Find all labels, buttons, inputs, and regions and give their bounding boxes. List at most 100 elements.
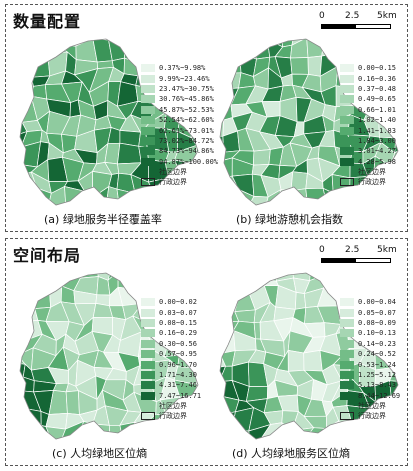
map-region[interactable] <box>360 27 378 43</box>
map-region[interactable] <box>8 55 24 72</box>
map-region[interactable] <box>318 27 342 46</box>
map-region[interactable] <box>394 135 408 154</box>
map-region[interactable] <box>117 261 139 280</box>
map-region[interactable] <box>287 349 305 372</box>
map-region[interactable] <box>253 321 261 340</box>
map-region[interactable] <box>368 189 385 207</box>
map-region[interactable] <box>208 331 222 355</box>
map-region[interactable] <box>208 273 228 291</box>
map-region[interactable] <box>208 135 225 153</box>
map-region[interactable] <box>208 27 227 47</box>
map-region[interactable] <box>45 261 65 281</box>
map-region[interactable] <box>218 273 240 297</box>
map-region[interactable] <box>208 413 223 431</box>
map-region[interactable] <box>17 80 34 107</box>
map-region[interactable] <box>188 428 208 441</box>
map-region[interactable] <box>208 321 223 342</box>
map-region[interactable] <box>396 101 408 117</box>
map-region[interactable] <box>22 287 36 310</box>
map-region[interactable] <box>218 261 237 283</box>
map-region[interactable] <box>79 261 99 279</box>
map-region[interactable] <box>221 189 240 208</box>
map-region[interactable] <box>303 349 323 372</box>
map-region[interactable] <box>390 276 408 290</box>
map-region[interactable] <box>208 42 224 55</box>
map-region[interactable] <box>208 83 224 99</box>
map-region[interactable] <box>8 321 28 341</box>
map-region[interactable] <box>20 55 36 78</box>
map-region[interactable] <box>352 277 369 297</box>
map-region[interactable] <box>208 142 225 162</box>
map-region[interactable] <box>8 376 24 398</box>
map-region[interactable] <box>307 55 323 77</box>
map-region[interactable] <box>360 274 385 297</box>
map-region[interactable] <box>150 195 162 207</box>
map-region[interactable] <box>134 278 156 296</box>
map-region[interactable] <box>220 39 241 57</box>
map-region[interactable] <box>131 37 151 64</box>
map-region[interactable] <box>107 261 127 282</box>
map-region[interactable] <box>390 191 408 207</box>
map-region[interactable] <box>8 27 28 40</box>
map-region[interactable] <box>309 261 325 282</box>
map-region[interactable] <box>117 271 140 291</box>
map-region[interactable] <box>8 174 24 193</box>
map-region[interactable] <box>347 189 370 207</box>
map-region[interactable] <box>8 361 26 382</box>
map-region[interactable] <box>173 425 200 441</box>
map-region[interactable] <box>352 41 366 60</box>
map-region[interactable] <box>235 281 253 297</box>
map-region[interactable] <box>8 157 24 178</box>
map-region[interactable] <box>21 27 42 46</box>
map-region[interactable] <box>45 27 65 48</box>
map-region[interactable] <box>220 428 240 441</box>
map-region[interactable] <box>191 27 209 42</box>
map-region[interactable] <box>388 27 408 47</box>
map-region[interactable] <box>318 261 337 279</box>
map-region[interactable] <box>396 82 408 102</box>
map-region[interactable] <box>222 53 242 74</box>
map-region[interactable] <box>208 428 222 441</box>
map-region[interactable] <box>182 261 197 282</box>
map-region[interactable] <box>394 66 408 85</box>
map-region[interactable] <box>45 271 63 290</box>
map-region[interactable] <box>19 302 39 323</box>
map-region[interactable] <box>391 421 408 441</box>
map-region[interactable] <box>395 110 408 139</box>
map-region[interactable] <box>21 70 35 87</box>
map-region[interactable] <box>8 261 25 275</box>
map-region[interactable] <box>394 53 408 74</box>
map-region[interactable] <box>149 273 171 297</box>
map-region[interactable] <box>18 261 42 279</box>
map-region[interactable] <box>333 420 355 441</box>
map-region[interactable] <box>8 426 23 442</box>
map-region[interactable] <box>208 261 228 274</box>
map-region[interactable] <box>180 39 198 63</box>
map-region[interactable] <box>332 192 350 207</box>
map-region[interactable] <box>380 425 397 441</box>
map-region[interactable] <box>281 421 300 441</box>
map-region[interactable] <box>31 39 49 57</box>
map-region[interactable] <box>190 39 209 63</box>
map-region[interactable] <box>353 27 366 44</box>
map-region[interactable] <box>238 27 252 40</box>
map-region[interactable] <box>383 274 392 294</box>
map-region[interactable] <box>18 141 42 168</box>
map-region[interactable] <box>147 27 172 41</box>
map-region[interactable] <box>159 273 185 297</box>
map-region[interactable] <box>373 27 391 48</box>
map-region[interactable] <box>360 40 378 61</box>
choropleth-map-c[interactable] <box>8 261 208 441</box>
map-region[interactable] <box>147 37 172 56</box>
map-region[interactable] <box>21 408 42 432</box>
map-region[interactable] <box>134 192 157 207</box>
map-region[interactable] <box>20 39 36 61</box>
map-region[interactable] <box>38 261 53 281</box>
map-region[interactable] <box>375 261 394 278</box>
map-region[interactable] <box>208 68 227 90</box>
map-region[interactable] <box>208 112 224 138</box>
map-region[interactable] <box>389 361 408 383</box>
map-region[interactable] <box>208 51 227 74</box>
map-region[interactable] <box>180 193 198 207</box>
map-region[interactable] <box>246 27 268 40</box>
